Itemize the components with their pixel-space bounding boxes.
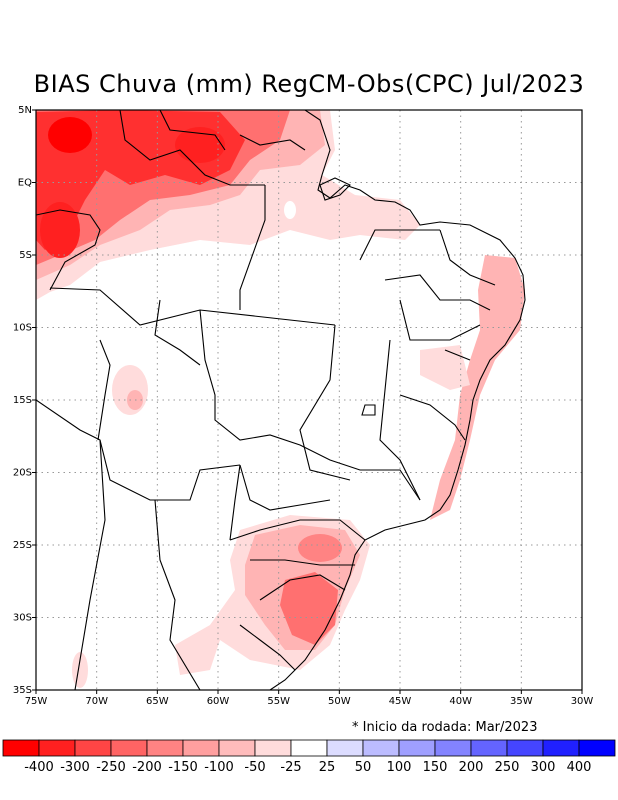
x-tick-label: 35W <box>510 696 533 707</box>
colorbar-label: -100 <box>204 760 234 775</box>
border-line <box>384 274 491 311</box>
bias-region-northeast-faint <box>420 345 470 390</box>
bias-shading <box>36 110 525 688</box>
colorbar-label: 50 <box>355 760 372 775</box>
y-tick-label: 15S <box>13 395 32 406</box>
colorbar-label: 100 <box>387 760 412 775</box>
bias-spot-south <box>298 534 342 562</box>
border-line <box>239 185 266 310</box>
border-line <box>49 287 336 326</box>
border-line <box>36 209 101 291</box>
colorbar-swatch <box>470 739 508 757</box>
colorbar-swatch <box>254 739 292 757</box>
border-line <box>199 309 421 501</box>
colorbar-label: -400 <box>24 760 54 775</box>
border-line <box>439 229 496 286</box>
bias-region-south-mid <box>280 572 338 645</box>
x-tick-label: 40W <box>449 696 472 707</box>
colorbar-swatch <box>434 739 472 757</box>
colorbar-swatch <box>182 739 220 757</box>
border-line <box>97 339 111 441</box>
colorbar-swatch <box>290 739 328 757</box>
y-tick-label: 20S <box>13 468 32 479</box>
x-axis: 75W 70W 65W 60W 55W 50W 45W 40W 35W 30W <box>25 690 594 707</box>
colorbar-swatch <box>398 739 436 757</box>
colorbar-swatch <box>326 739 364 757</box>
y-tick-label: 30S <box>13 613 32 624</box>
bias-spot-core <box>40 202 80 258</box>
border-line <box>154 499 201 690</box>
colorbar-label: 250 <box>495 760 520 775</box>
border-line <box>399 394 466 441</box>
bias-spot-white <box>284 201 296 219</box>
colorbar-swatch <box>38 739 76 757</box>
colorbar-label: -250 <box>96 760 126 775</box>
y-tick-label: 25S <box>13 540 32 551</box>
colorbar-swatch <box>2 739 40 757</box>
x-tick-label: 55W <box>267 696 290 707</box>
border-line <box>299 324 351 481</box>
x-tick-label: 65W <box>146 696 169 707</box>
colorbar-label: -300 <box>60 760 90 775</box>
y-tick-label: 5S <box>19 250 32 261</box>
border-line <box>74 439 106 690</box>
colorbar-label: 150 <box>423 760 448 775</box>
bias-spot-south-west <box>72 652 88 688</box>
border-line <box>361 404 376 416</box>
run-start-note: * Inicio da rodada: Mar/2023 <box>352 720 538 735</box>
y-tick-label: 10S <box>13 323 32 334</box>
x-tick-label: 30W <box>571 696 594 707</box>
border-line <box>379 339 421 501</box>
border-line <box>239 624 296 671</box>
colorbar-label: 400 <box>567 760 592 775</box>
colorbar-swatch <box>146 739 184 757</box>
x-tick-label: 60W <box>207 696 230 707</box>
x-tick-label: 70W <box>85 696 108 707</box>
colorbar-label: -50 <box>244 760 265 775</box>
coastline <box>269 110 526 690</box>
border-line <box>239 134 306 151</box>
y-tick-label: EQ <box>18 178 32 189</box>
border-line <box>359 229 440 261</box>
colorbar-swatch <box>578 739 616 757</box>
colorbar-swatch <box>362 739 400 757</box>
border-line <box>250 559 355 566</box>
border-line <box>36 399 241 501</box>
bias-spot-core <box>175 127 225 163</box>
colorbar: -400 -300 -250 -200 -150 -100 -50 -25 25 50 100 150… <box>2 739 616 775</box>
colorbar-label: -25 <box>280 760 301 775</box>
border-line <box>239 464 331 511</box>
border-line <box>319 177 351 201</box>
border-line <box>259 574 346 601</box>
border-line <box>444 349 471 361</box>
map-title: BIAS Chuva (mm) RegCM-Obs(CPC) Jul/2023 <box>33 70 585 98</box>
colorbar-swatch <box>110 739 148 757</box>
colorbar-label: -200 <box>132 760 162 775</box>
bias-spot-core <box>48 117 92 153</box>
colorbar-swatch <box>542 739 580 757</box>
y-tick-label: 35S <box>13 685 32 696</box>
colorbar-label: 300 <box>531 760 556 775</box>
colorbar-label: -150 <box>168 760 198 775</box>
x-tick-label: 45W <box>389 696 412 707</box>
colorbar-swatch <box>74 739 112 757</box>
colorbar-label: 25 <box>319 760 336 775</box>
colorbar-label: 200 <box>459 760 484 775</box>
y-axis: 5N EQ 5S 10S 15S 20S 25S 30S 35S <box>13 105 36 696</box>
colorbar-swatch <box>506 739 544 757</box>
border-line <box>399 299 481 341</box>
border-line <box>229 464 241 541</box>
border-line <box>229 519 366 541</box>
y-tick-label: 5N <box>18 105 32 116</box>
border-line <box>119 110 265 186</box>
x-tick-label: 75W <box>25 696 48 707</box>
x-tick-label: 50W <box>328 696 351 707</box>
political-borders <box>36 110 526 690</box>
colorbar-swatch <box>218 739 256 757</box>
border-line <box>154 299 201 366</box>
border-line <box>159 110 226 151</box>
